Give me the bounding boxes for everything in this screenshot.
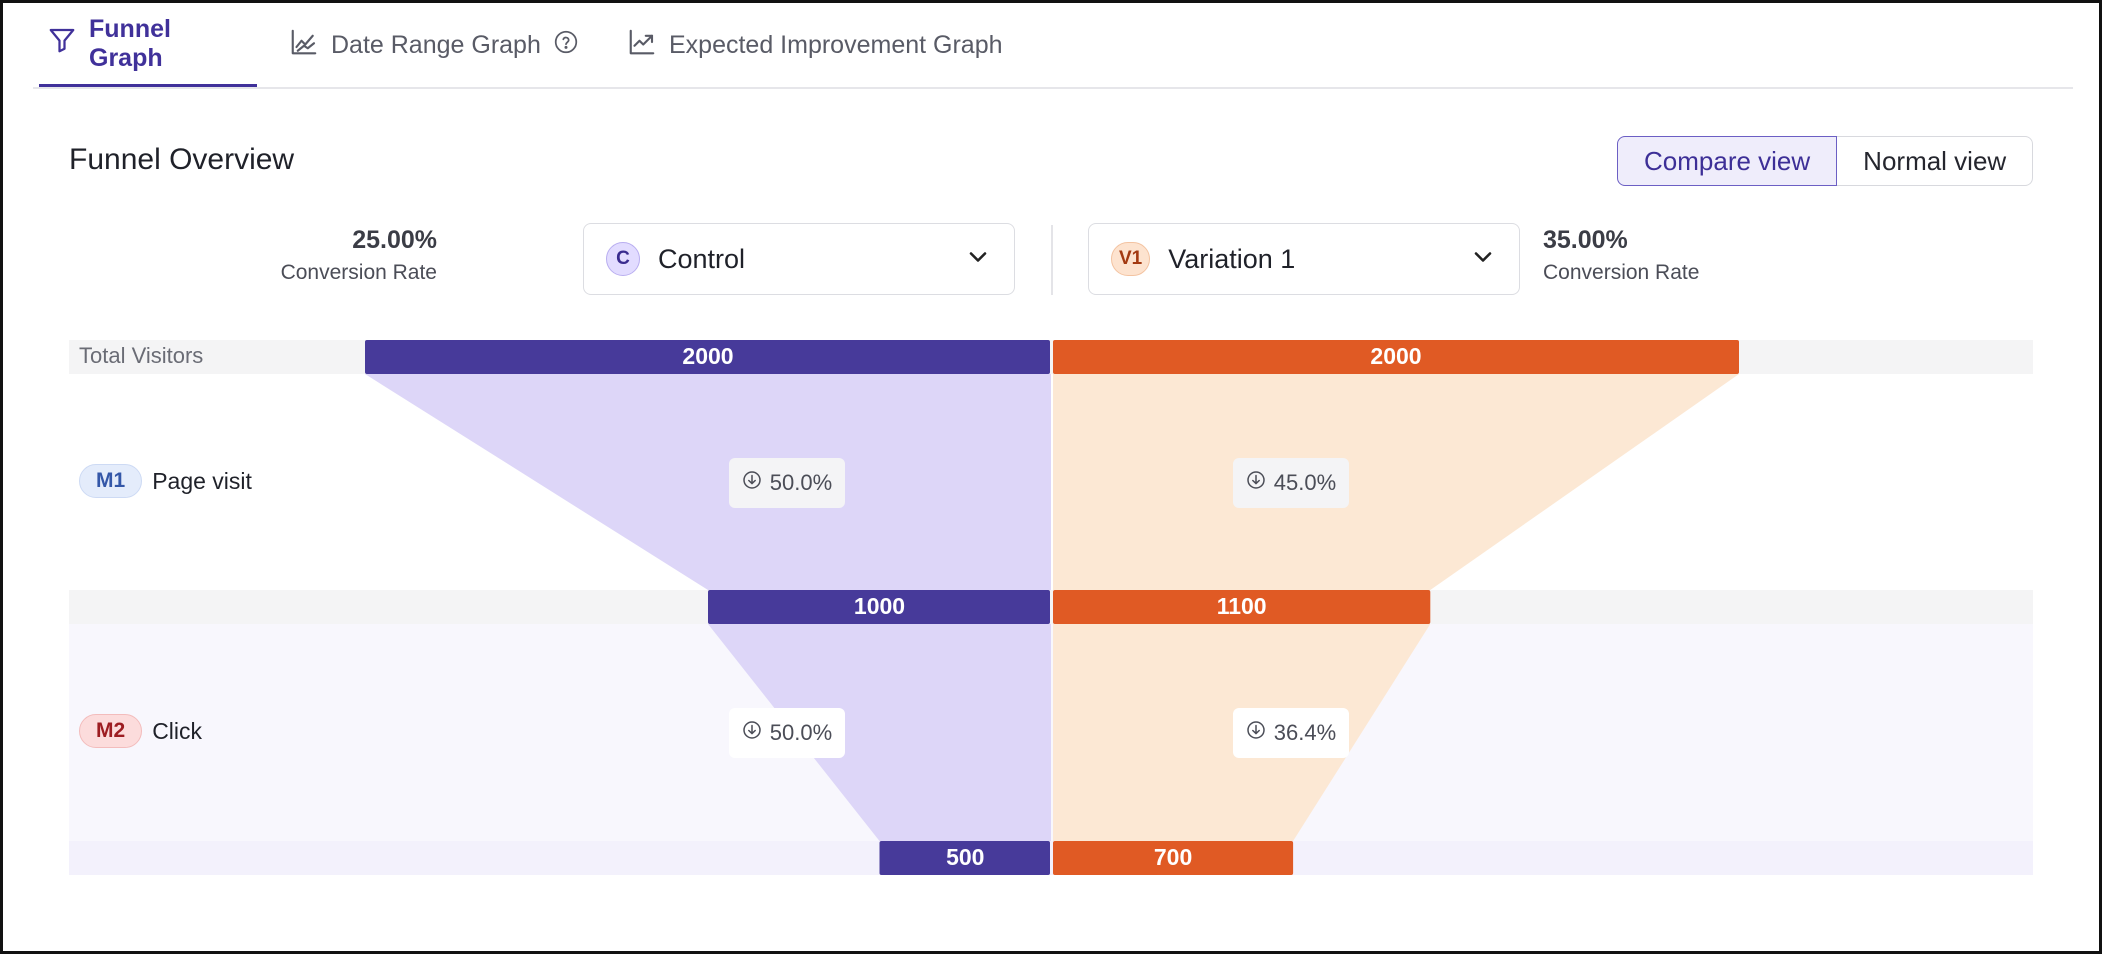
drop-value: 50.0% <box>769 720 833 745</box>
tab-funnel-graph[interactable]: Funnel Graph <box>39 3 257 87</box>
graph-tabs: Funnel Graph Date Range Graph Expected I… <box>33 3 2073 89</box>
help-circle-icon[interactable] <box>553 29 579 62</box>
date-range-chart-icon <box>289 27 319 64</box>
drop-value: 45.0% <box>1273 470 1337 495</box>
control-conversion-label: Conversion Rate <box>280 261 437 284</box>
tab-expected-improvement-graph[interactable]: Expected Improvement Graph <box>619 3 1011 87</box>
bar-control <box>365 340 1050 374</box>
filter-icon <box>47 25 77 62</box>
view-toggle: Compare view Normal view <box>1617 136 2034 186</box>
variation-conversion: 35.00% Conversion Rate <box>1543 226 1699 285</box>
drop-chip-m1-control: 50.0% <box>729 458 845 508</box>
bar-control <box>708 590 1050 624</box>
normal-view-button[interactable]: Normal view <box>1837 136 2034 186</box>
funnel-area-variation <box>1053 374 1739 590</box>
tab-date-range-graph-label: Date Range Graph <box>331 30 541 59</box>
tab-funnel-graph-label: Funnel Graph <box>89 14 171 72</box>
drop-value: 36.4% <box>1273 720 1337 745</box>
chevron-down-icon <box>1469 243 1497 276</box>
variation-conversion-value: 35.00% <box>1543 226 1628 254</box>
control-select[interactable]: C Control <box>583 223 1015 295</box>
drop-value: 50.0% <box>769 470 833 495</box>
control-conversion: 25.00% Conversion Rate <box>281 226 437 285</box>
metric-row-band <box>69 624 2033 841</box>
stage-row-band <box>69 590 2033 624</box>
page-title: Funnel Overview <box>69 143 295 176</box>
control-conversion-value: 25.00% <box>352 226 437 254</box>
bar-variation <box>1053 841 1294 875</box>
metric-badge-m2: M2 <box>79 714 143 748</box>
arrow-down-circle-icon <box>742 720 762 746</box>
stage-name-m1: Page visit <box>152 467 252 494</box>
variation-badge: V1 <box>1111 242 1151 276</box>
stage-name-total: Total Visitors <box>79 343 204 368</box>
stage-label-total-visitors: Total Visitors <box>79 343 203 369</box>
tab-expected-improvement-graph-label: Expected Improvement Graph <box>669 30 1003 59</box>
arrow-down-circle-icon <box>1246 720 1266 746</box>
control-badge: C <box>606 242 640 276</box>
variation-conversion-label: Conversion Rate <box>1543 261 1700 284</box>
arrow-down-circle-icon <box>742 470 762 496</box>
drop-chip-m1-variation: 45.0% <box>1233 458 1349 508</box>
select-divider <box>1051 225 1053 295</box>
stage-label-m2: M2 Click <box>79 714 202 748</box>
chevron-down-icon <box>964 243 992 276</box>
funnel-area-control <box>365 374 1051 590</box>
bar-variation <box>1053 590 1431 624</box>
arrow-down-circle-icon <box>1246 470 1266 496</box>
drop-chip-m2-variation: 36.4% <box>1233 708 1349 758</box>
variation-select[interactable]: V1 Variation 1 <box>1088 223 1520 295</box>
drop-chip-m2-control: 50.0% <box>729 708 845 758</box>
stage-name-m2: Click <box>152 717 203 744</box>
tab-date-range-graph[interactable]: Date Range Graph <box>281 3 587 87</box>
stage-label-m1: M1 Page visit <box>79 464 252 498</box>
control-select-value: Control <box>658 243 746 274</box>
metric-badge-m1: M1 <box>79 464 143 498</box>
bar-variation <box>1053 340 1739 374</box>
trend-chart-icon <box>627 27 657 64</box>
bar-control <box>879 841 1050 875</box>
stage-row-band <box>69 841 2033 875</box>
compare-view-button[interactable]: Compare view <box>1617 136 1838 186</box>
variation-select-value: Variation 1 <box>1168 243 1296 274</box>
